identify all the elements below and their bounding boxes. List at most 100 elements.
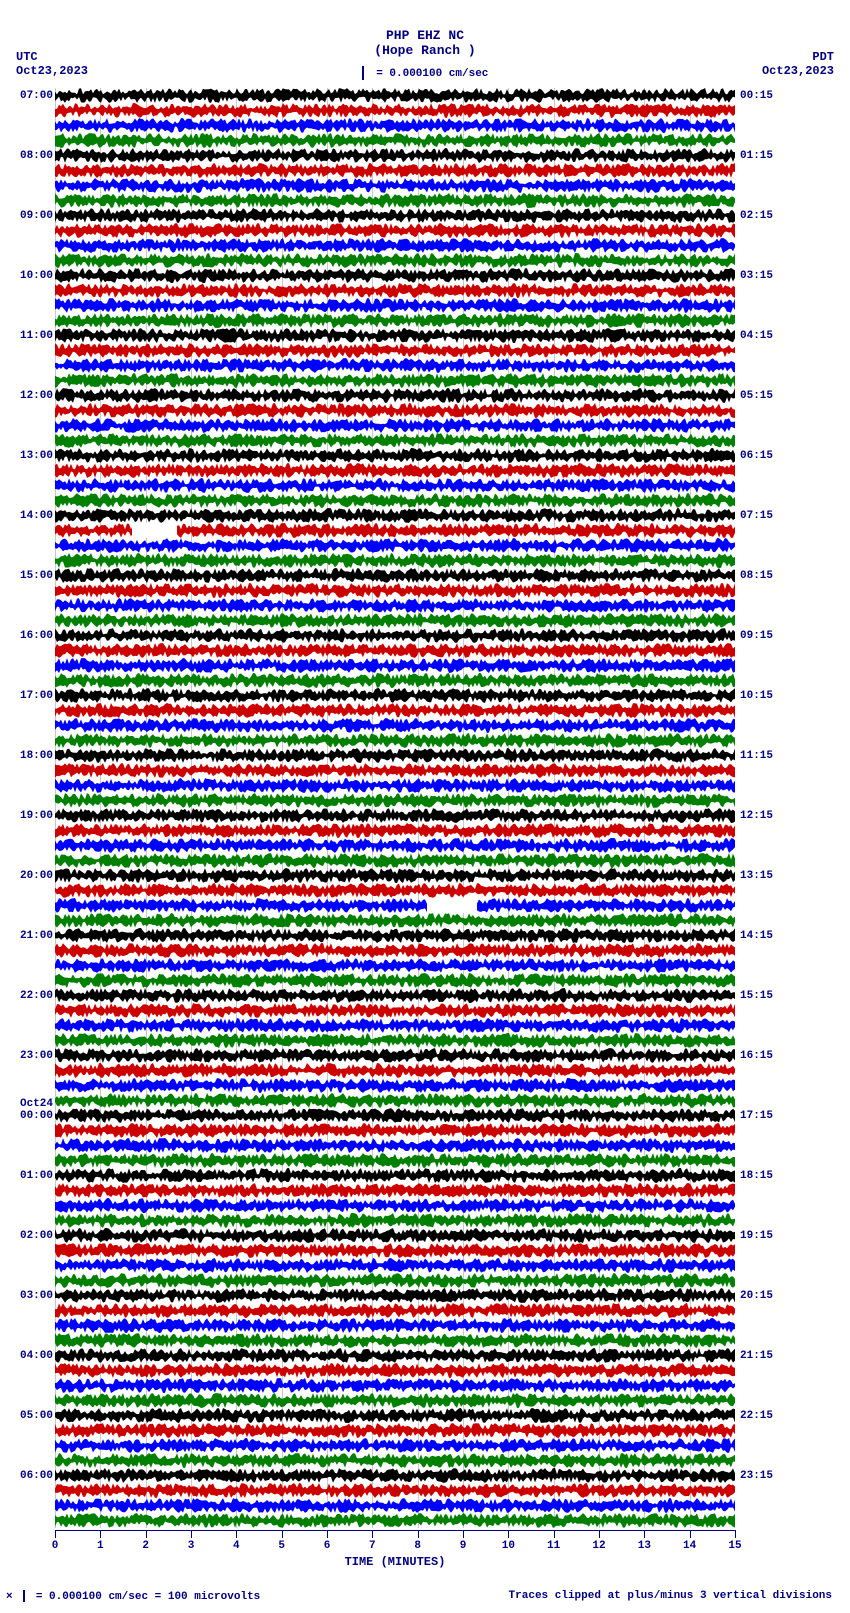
footer-left: × = 0.000100 cm/sec = 100 microvolts bbox=[6, 1590, 260, 1603]
seismic-trace bbox=[55, 1228, 735, 1243]
seismic-trace bbox=[55, 103, 735, 118]
seismic-trace bbox=[55, 133, 735, 148]
seismic-trace bbox=[55, 403, 735, 418]
seismic-trace bbox=[55, 1393, 735, 1408]
seismic-trace bbox=[55, 418, 735, 433]
x-axis-tick bbox=[372, 1530, 373, 1538]
scale-bar-icon bbox=[362, 66, 364, 80]
x-axis-tick-label: 2 bbox=[142, 1540, 149, 1552]
y-axis-label-right: 09:15 bbox=[740, 630, 773, 642]
x-axis-tick-label: 5 bbox=[278, 1540, 285, 1552]
seismic-trace bbox=[55, 148, 735, 163]
seismic-trace bbox=[55, 1408, 735, 1423]
seismic-trace bbox=[55, 1423, 735, 1438]
footer-left-prefix: × bbox=[6, 1591, 13, 1603]
y-axis-date-break: Oct24 bbox=[1, 1098, 53, 1110]
scale-indicator: = 0.000100 cm/sec bbox=[0, 66, 850, 80]
x-axis-tick bbox=[690, 1530, 691, 1538]
seismogram-plot bbox=[55, 88, 735, 1528]
x-axis-tick bbox=[100, 1530, 101, 1538]
seismic-trace bbox=[55, 1468, 735, 1483]
x-axis-tick-label: 14 bbox=[683, 1540, 696, 1552]
seismic-trace bbox=[55, 613, 735, 628]
y-axis-label-left: 02:00 bbox=[1, 1230, 53, 1242]
seismic-trace bbox=[55, 598, 735, 613]
x-axis-tick bbox=[236, 1530, 237, 1538]
seismic-trace bbox=[55, 373, 735, 388]
seismic-trace bbox=[55, 808, 735, 823]
y-axis-label-left: 05:00 bbox=[1, 1410, 53, 1422]
seismic-trace bbox=[55, 448, 735, 463]
y-axis-label-right: 12:15 bbox=[740, 810, 773, 822]
seismic-trace bbox=[55, 193, 735, 208]
y-axis-label-left: 10:00 bbox=[1, 270, 53, 282]
y-axis-label-right: 10:15 bbox=[740, 690, 773, 702]
seismic-trace bbox=[55, 1093, 735, 1108]
seismic-trace bbox=[55, 253, 735, 268]
x-axis-tick-label: 3 bbox=[188, 1540, 195, 1552]
seismic-trace bbox=[55, 1183, 735, 1198]
seismic-trace bbox=[55, 328, 735, 343]
seismic-trace bbox=[55, 508, 735, 523]
seismic-trace bbox=[55, 1453, 735, 1468]
station-title: PHP EHZ NC bbox=[0, 28, 850, 43]
seismic-trace bbox=[55, 943, 735, 958]
seismic-trace bbox=[55, 1108, 735, 1123]
x-axis-tick-label: 7 bbox=[369, 1540, 376, 1552]
seismic-trace bbox=[55, 1348, 735, 1363]
seismic-trace bbox=[55, 658, 735, 673]
seismic-trace bbox=[55, 823, 735, 838]
seismic-trace bbox=[55, 1168, 735, 1183]
x-axis-tick bbox=[418, 1530, 419, 1538]
seismic-trace bbox=[55, 388, 735, 403]
seismic-trace bbox=[55, 748, 735, 763]
seismic-trace bbox=[55, 733, 735, 748]
x-axis-tick bbox=[599, 1530, 600, 1538]
data-gap bbox=[132, 523, 177, 538]
y-axis-label-right: 04:15 bbox=[740, 330, 773, 342]
data-gap bbox=[427, 898, 477, 913]
y-axis-label-right: 11:15 bbox=[740, 750, 773, 762]
seismic-trace bbox=[55, 703, 735, 718]
x-axis-tick bbox=[463, 1530, 464, 1538]
y-axis-label-left: 17:00 bbox=[1, 690, 53, 702]
seismic-trace bbox=[55, 313, 735, 328]
x-axis-title: TIME (MINUTES) bbox=[55, 1555, 735, 1569]
y-axis-label-left: 15:00 bbox=[1, 570, 53, 582]
x-axis-tick-label: 10 bbox=[502, 1540, 515, 1552]
x-axis-tick-label: 15 bbox=[728, 1540, 741, 1552]
seismic-trace bbox=[55, 1213, 735, 1228]
seismic-trace bbox=[55, 433, 735, 448]
timezone-right: PDT Oct23,2023 bbox=[762, 50, 834, 78]
seismic-trace bbox=[55, 913, 735, 928]
x-axis-tick-label: 12 bbox=[592, 1540, 605, 1552]
y-axis-label-right: 07:15 bbox=[740, 510, 773, 522]
station-subtitle: (Hope Ranch ) bbox=[0, 43, 850, 58]
seismic-trace bbox=[55, 583, 735, 598]
seismic-trace bbox=[55, 928, 735, 943]
seismic-trace bbox=[55, 1138, 735, 1153]
y-axis-label-left: 12:00 bbox=[1, 390, 53, 402]
seismic-trace bbox=[55, 1378, 735, 1393]
seismic-trace bbox=[55, 868, 735, 883]
seismic-trace bbox=[55, 118, 735, 133]
x-axis-tick bbox=[146, 1530, 147, 1538]
seismic-trace bbox=[55, 1003, 735, 1018]
seismic-trace bbox=[55, 493, 735, 508]
y-axis-label-left: 22:00 bbox=[1, 990, 53, 1002]
seismic-trace bbox=[55, 898, 735, 913]
seismic-trace bbox=[55, 343, 735, 358]
seismic-trace bbox=[55, 1288, 735, 1303]
y-axis-label-right: 01:15 bbox=[740, 150, 773, 162]
seismic-trace bbox=[55, 1438, 735, 1453]
seismic-trace bbox=[55, 1198, 735, 1213]
seismic-trace bbox=[55, 1243, 735, 1258]
seismic-trace bbox=[55, 1063, 735, 1078]
footer-right: Traces clipped at plus/minus 3 vertical … bbox=[509, 1590, 832, 1602]
y-axis-label-left: 04:00 bbox=[1, 1350, 53, 1362]
y-axis-label-right: 00:15 bbox=[740, 90, 773, 102]
y-axis-label-right: 02:15 bbox=[740, 210, 773, 222]
seismic-trace bbox=[55, 688, 735, 703]
seismic-trace bbox=[55, 838, 735, 853]
seismic-trace bbox=[55, 1078, 735, 1093]
